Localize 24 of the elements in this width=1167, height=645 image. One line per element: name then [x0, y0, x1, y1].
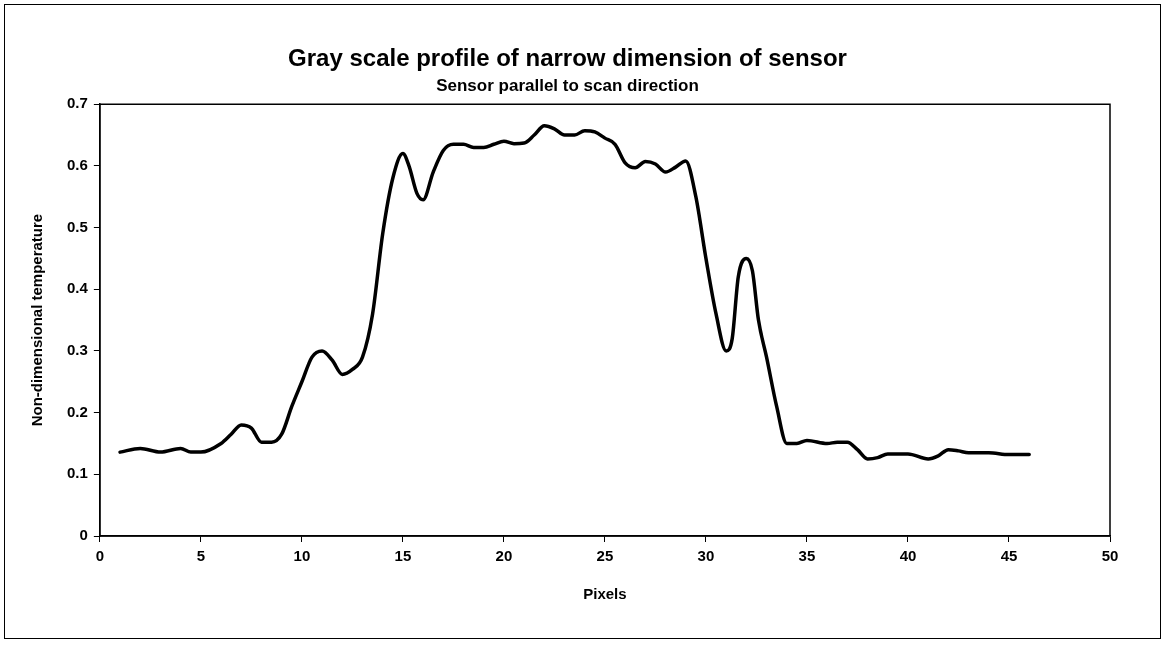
x-tick-label: 45 [1000, 547, 1018, 565]
x-tick-label: 25 [596, 547, 614, 565]
line-series [118, 124, 1031, 461]
y-tick-label: 0.2 [66, 402, 88, 420]
y-tick-label: 0.5 [66, 217, 88, 235]
x-tick-label: 30 [697, 547, 715, 565]
y-tick-label: 0.6 [66, 156, 88, 174]
y-tick-label: 0.4 [66, 279, 89, 297]
x-tick-label: 40 [899, 547, 917, 565]
x-tick-label: 15 [394, 547, 412, 565]
y-axis-title: Non-dimensional temperature [28, 213, 46, 427]
y-tick-label: 0 [79, 526, 88, 544]
chart-title: Gray scale profile of narrow dimension of sensor [288, 44, 847, 72]
x-tick-label: 5 [196, 547, 206, 565]
x-axis-title: Pixels [583, 585, 627, 603]
x-tick-label: 10 [293, 547, 311, 565]
y-tick-label: 0.3 [66, 341, 88, 359]
y-tick-label: 0.1 [66, 464, 88, 482]
x-tick-label: 0 [95, 547, 105, 565]
chart-subtitle: Sensor parallel to scan direction [436, 75, 699, 95]
x-tick-label: 20 [495, 547, 513, 565]
y-tick-label: 0.7 [66, 94, 88, 112]
x-tick-label: 50 [1101, 547, 1119, 565]
x-tick-label: 35 [798, 547, 816, 565]
